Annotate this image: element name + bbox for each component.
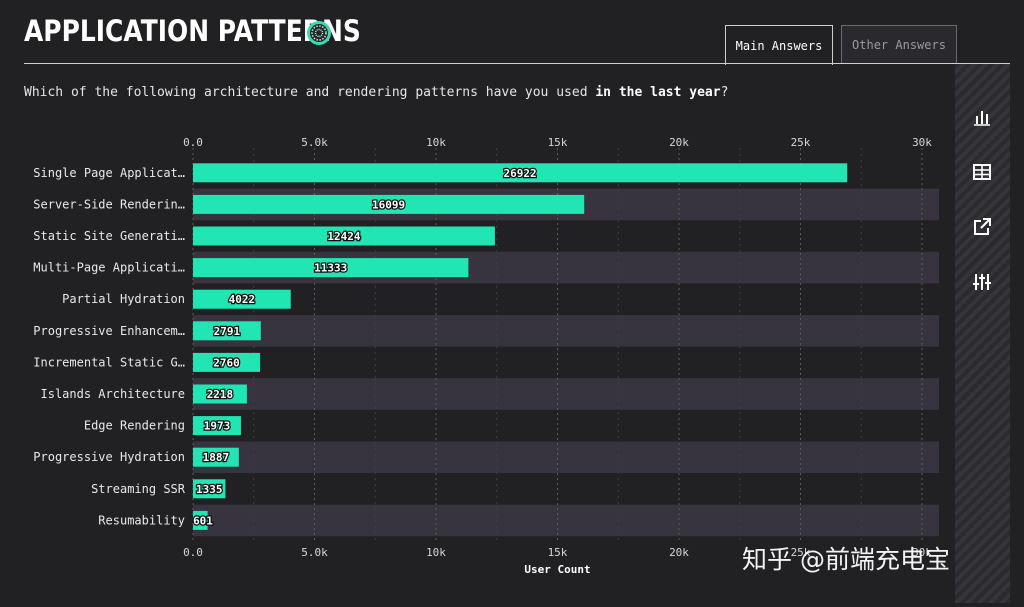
x-tick-label-bottom: 10k — [426, 546, 446, 559]
row-stripe — [193, 378, 939, 410]
category-label: Single Page Applicat… — [33, 166, 185, 180]
data-label: 1335 — [196, 483, 223, 496]
tab-other-answers[interactable]: Other Answers — [841, 25, 957, 63]
category-label: Islands Architecture — [41, 387, 186, 401]
bar — [193, 479, 226, 499]
bar — [193, 447, 239, 467]
x-tick-label-top: 20k — [669, 136, 689, 149]
x-tick-label-bottom: 20k — [669, 546, 689, 559]
page-title: APPLICATION PATTERNS — [24, 14, 361, 48]
sliders-icon[interactable] — [969, 269, 995, 295]
bar — [193, 163, 848, 183]
bar — [193, 258, 469, 278]
data-label: 2760 — [213, 356, 240, 369]
bar — [193, 384, 247, 404]
header-divider — [24, 63, 1010, 64]
bar — [193, 352, 261, 372]
bar-chart: 0.0 0.0 5.0k 5.0k 10k 10k 15k 15k 20k 20k 25k 25k 30… — [33, 136, 939, 576]
bar — [193, 321, 261, 341]
x-tick-label-top: 25k — [791, 136, 811, 149]
x-tick-label-top: 30k — [912, 136, 932, 149]
x-tick-label-bottom: 30k — [912, 546, 932, 559]
data-label: 2218 — [207, 388, 234, 401]
row-stripe — [193, 504, 939, 537]
row-stripe — [193, 441, 939, 473]
category-label: Static Site Generati… — [33, 229, 185, 243]
data-label: 601 — [193, 514, 213, 527]
x-axis-label: User Count — [524, 563, 590, 576]
data-label: 26922 — [504, 167, 537, 180]
x-tick-label-top: 15k — [548, 136, 568, 149]
x-tick-label-bottom: 15k — [548, 546, 568, 559]
x-tick-label-top: 0.0 — [183, 136, 203, 149]
tab-main-answers[interactable]: Main Answers — [725, 25, 833, 65]
category-label: Partial Hydration — [62, 292, 185, 306]
bar — [193, 226, 495, 246]
row-stripe — [193, 315, 939, 347]
table-icon[interactable] — [969, 159, 995, 185]
bar — [193, 416, 241, 436]
x-tick-label-bottom: 5.0k — [301, 546, 328, 559]
data-label: 1973 — [204, 420, 231, 433]
bar — [193, 194, 585, 214]
question-text: Which of the following architecture and … — [24, 85, 728, 100]
category-label: Multi-Page Applicati… — [33, 261, 185, 275]
category-label: Streaming SSR — [91, 482, 186, 496]
data-label: 12424 — [327, 230, 360, 243]
data-label: 11333 — [314, 262, 347, 275]
category-label: Edge Rendering — [84, 419, 185, 433]
header: APPLICATION PATTERNS Main Answers Other … — [0, 0, 1024, 66]
bar-chart-icon[interactable] — [969, 104, 995, 130]
external-link-icon[interactable] — [969, 214, 995, 240]
question-emphasis: in the last year — [595, 85, 721, 100]
data-label: 16099 — [372, 198, 405, 211]
category-label: Incremental Static G… — [33, 355, 185, 369]
bar — [193, 510, 208, 530]
category-label: Server-Side Renderin… — [33, 197, 185, 211]
x-tick-label-top: 10k — [426, 136, 446, 149]
question-prefix: Which of the following architecture and … — [24, 85, 596, 100]
badge-icon — [307, 21, 331, 45]
category-label: Resumability — [98, 513, 185, 527]
data-label: 1887 — [203, 451, 230, 464]
bar — [193, 289, 291, 309]
chart-area: 0.0 0.0 5.0k 5.0k 10k 10k 15k 15k 20k 20k 25k 25k 30… — [0, 120, 955, 603]
category-label: Progressive Enhancem… — [33, 324, 185, 338]
question-suffix: ? — [720, 85, 729, 100]
category-label: Progressive Hydration — [33, 450, 185, 464]
x-tick-label-bottom: 0.0 — [183, 546, 203, 559]
x-tick-label-top: 5.0k — [301, 136, 328, 149]
data-label: 4022 — [229, 293, 256, 306]
watermark: 知乎 @前端充电宝 — [742, 545, 950, 574]
data-label: 2791 — [214, 325, 241, 338]
sidebar-toolbar — [955, 64, 1010, 603]
x-tick-label-bottom: 25k — [791, 546, 811, 559]
